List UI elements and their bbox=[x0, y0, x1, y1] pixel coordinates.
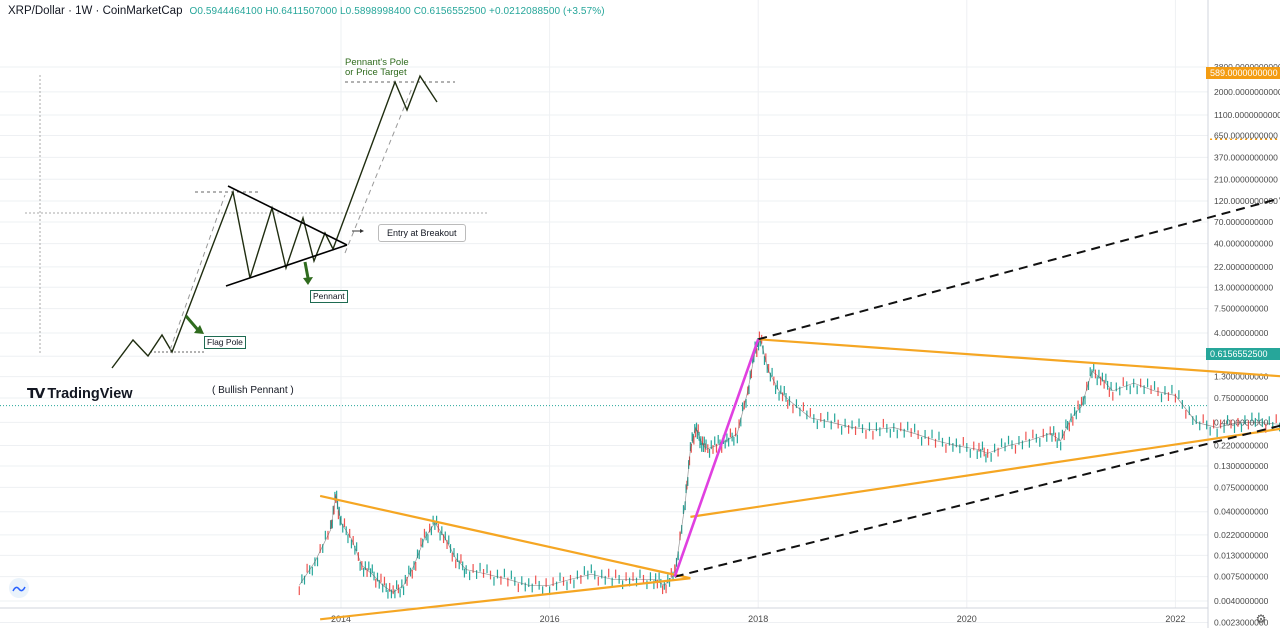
y-tick-label: 7.5000000000 bbox=[1214, 304, 1269, 314]
ohlc-readout: O0.5944464100 H0.6411507000 L0.589899840… bbox=[189, 5, 605, 17]
x-tick-label: 2016 bbox=[540, 614, 560, 624]
y-tick-label: 0.0130000000 bbox=[1214, 550, 1269, 560]
y-tick-label: 370.0000000000 bbox=[1214, 152, 1278, 162]
x-tick-label: 2014 bbox=[331, 614, 351, 624]
trendline-orange bbox=[758, 338, 1280, 378]
pennant-pole-label-line1: Pennant's Pole bbox=[345, 57, 409, 68]
schematic-pennant-lower bbox=[225, 244, 348, 287]
bullish-pennant-schematic bbox=[25, 74, 488, 369]
y-tick-label: 1100.0000000000 bbox=[1214, 110, 1280, 120]
schematic-guide bbox=[169, 194, 226, 351]
y-tick-label: 40.0000000000 bbox=[1214, 239, 1273, 249]
y-tick-label: 0.0023000000 bbox=[1214, 618, 1269, 628]
wave-icon bbox=[12, 586, 26, 592]
current-price-tag: 0.6156552500 bbox=[1206, 348, 1280, 360]
bullish-pennant-label: ( Bullish Pennant ) bbox=[212, 385, 294, 396]
entry-breakout-text: Entry at Breakout bbox=[387, 228, 457, 238]
symbol-title[interactable]: XRP/Dollar · 1W · CoinMarketCap bbox=[8, 5, 183, 17]
breakout-arrow-head bbox=[360, 229, 364, 233]
y-tick-label: 1.3000000000 bbox=[1214, 372, 1269, 382]
y-tick-label: 3800.0000000000 bbox=[1214, 62, 1280, 72]
trendline-black-dash bbox=[757, 197, 1280, 341]
trendline-orange bbox=[320, 577, 691, 621]
x-tick-label: 2022 bbox=[1165, 614, 1185, 624]
y-tick-label: 70.0000000000 bbox=[1214, 217, 1273, 227]
pennant-arrow bbox=[303, 261, 310, 279]
entry-breakout-label: Entry at Breakout bbox=[378, 224, 466, 242]
tradingview-logo-text: TradingView bbox=[47, 385, 133, 402]
y-tick-label: 0.7500000000 bbox=[1214, 393, 1269, 403]
tradingview-logo: 𝗧𝗩 TradingView bbox=[27, 385, 133, 402]
y-tick-label: 0.0400000000 bbox=[1214, 507, 1269, 517]
y-tick-label: 13.0000000000 bbox=[1214, 282, 1273, 292]
pennant-pole-label: Pennant's Pole or Price Target bbox=[345, 58, 409, 78]
y-tick-label: 0.1300000000 bbox=[1214, 461, 1269, 471]
trendline-black-dash bbox=[674, 424, 1280, 578]
trendline-orange bbox=[319, 494, 691, 580]
gear-icon[interactable]: ⚙ bbox=[1255, 612, 1267, 626]
tradingview-logo-icon: 𝗧𝗩 bbox=[27, 385, 45, 401]
chart-header: XRP/Dollar · 1W · CoinMarketCap O0.59444… bbox=[0, 0, 605, 22]
trendline-orange bbox=[690, 427, 1280, 518]
y-tick-label: 0.0040000000 bbox=[1214, 596, 1269, 606]
y-tick-label: 0.0075000000 bbox=[1214, 572, 1269, 582]
schematic-pennant-upper bbox=[227, 185, 348, 246]
pennant-label: Pennant bbox=[310, 290, 348, 303]
y-tick-label: 210.0000000000 bbox=[1214, 174, 1278, 184]
y-tick-label: 4.0000000000 bbox=[1214, 328, 1269, 338]
flag-pole-label: Flag Pole bbox=[204, 336, 246, 349]
y-tick-label: 120.0000000000 bbox=[1214, 196, 1278, 206]
schematic-price-path bbox=[111, 74, 438, 369]
schematic-guide bbox=[344, 87, 413, 254]
chart-scroll-icon[interactable] bbox=[9, 578, 29, 598]
y-tick-label: 22.0000000000 bbox=[1214, 262, 1273, 272]
y-tick-label: 2000.0000000000 bbox=[1214, 87, 1280, 97]
flag-pole-arrow bbox=[184, 315, 200, 331]
price-series-line bbox=[299, 338, 1280, 593]
x-tick-label: 2018 bbox=[748, 614, 768, 624]
pennant-arrow-head bbox=[303, 277, 313, 285]
pennant-pole-label-line2: or Price Target bbox=[345, 67, 407, 78]
y-tick-label: 650.0000000000 bbox=[1214, 130, 1278, 140]
x-tick-label: 2020 bbox=[957, 614, 977, 624]
trendline-magenta bbox=[673, 338, 760, 578]
flag-pole-arrow-head bbox=[194, 325, 204, 334]
y-tick-label: 0.2200000000 bbox=[1214, 441, 1269, 451]
y-tick-label: 0.0750000000 bbox=[1214, 482, 1269, 492]
target-price-tag: 589.0000000000 bbox=[1206, 67, 1280, 79]
y-tick-label: 0.0220000000 bbox=[1214, 530, 1269, 540]
